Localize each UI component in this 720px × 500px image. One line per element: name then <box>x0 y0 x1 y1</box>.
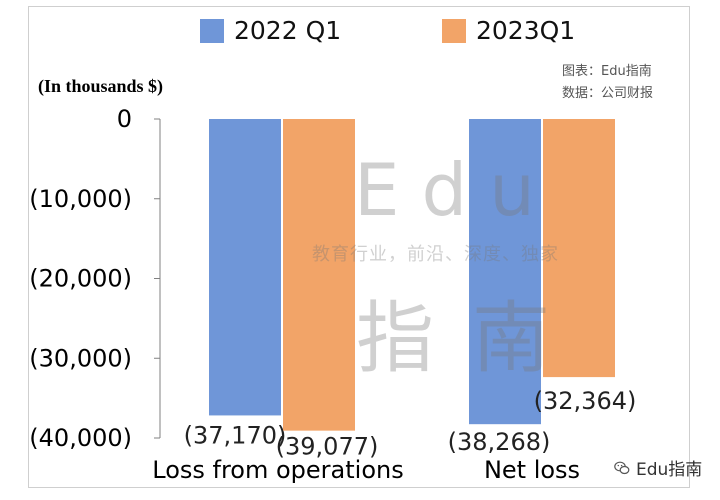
category-label: Loss from operations <box>152 456 403 484</box>
bar <box>469 119 541 425</box>
data-label: (38,268) <box>448 428 551 456</box>
category-label: Net loss <box>484 456 580 484</box>
y-tick-label: (20,000) <box>29 265 132 293</box>
y-tick-label: (40,000) <box>29 424 132 452</box>
bar <box>543 119 615 378</box>
y-tick-label: (10,000) <box>29 185 132 213</box>
legend-label: 2023Q1 <box>476 16 576 45</box>
data-label: (39,077) <box>276 433 379 461</box>
data-label: (37,170) <box>184 421 287 449</box>
legend-label: 2022 Q1 <box>234 16 342 45</box>
legend-swatch <box>442 18 466 43</box>
footer-brand-label: Edu指南 <box>636 460 703 480</box>
bar <box>283 119 355 431</box>
footer-brand: Edu指南 <box>614 455 702 480</box>
y-tick-label: (30,000) <box>29 344 132 372</box>
legend-item-2022q1: 2022 Q1 <box>200 16 341 45</box>
bar <box>209 119 281 416</box>
wechat-icon <box>614 461 630 474</box>
y-tick-label: 0 <box>117 105 132 133</box>
chart-credit: 图表：Edu指南 <box>562 64 652 79</box>
legend-swatch <box>200 18 224 43</box>
unit-note: (In thousands $) <box>38 76 164 96</box>
legend-item-2023q1: 2023Q1 <box>442 16 575 45</box>
data-label: (32,364) <box>534 387 637 415</box>
chart-frame <box>28 6 690 488</box>
data-credit: 数据：公司财报 <box>562 86 654 101</box>
